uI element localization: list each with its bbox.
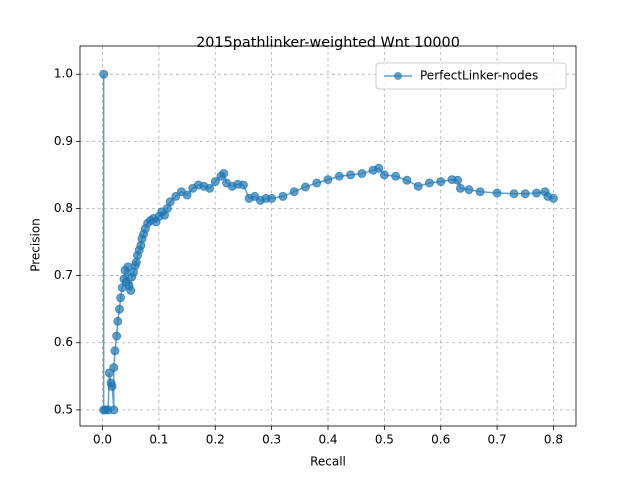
data-point	[453, 175, 463, 185]
data-point	[520, 189, 530, 199]
data-point	[99, 69, 109, 79]
x-tick-label: 0.6	[431, 433, 450, 447]
y-tick-label: 0.8	[54, 201, 73, 215]
data-point	[379, 170, 389, 180]
x-tick-label: 0.1	[149, 433, 168, 447]
data-point	[455, 183, 465, 193]
data-point	[464, 185, 474, 195]
data-point	[357, 169, 367, 179]
series-line	[102, 74, 554, 411]
data-point	[205, 183, 215, 193]
x-tick-label: 0.7	[488, 433, 507, 447]
data-point	[334, 171, 344, 181]
x-tick-label: 0.2	[206, 433, 225, 447]
data-point	[107, 381, 117, 391]
data-point	[424, 178, 434, 188]
legend-box	[375, 62, 567, 90]
y-tick-label: 0.6	[54, 335, 73, 349]
y-tick-label: 0.7	[54, 268, 73, 282]
data-point	[548, 193, 558, 203]
data-point	[323, 175, 333, 185]
x-tick-label: 0.3	[262, 433, 281, 447]
x-tick-label: 0.4	[318, 433, 337, 447]
data-point	[219, 169, 229, 179]
data-point	[391, 171, 401, 181]
data-point	[109, 405, 119, 415]
data-point	[300, 182, 310, 192]
data-point	[267, 193, 277, 203]
data-point	[289, 187, 299, 197]
data-point	[492, 188, 502, 198]
y-tick-label: 0.5	[54, 402, 73, 416]
chart-title: 2015pathlinker-weighted Wnt 10000	[196, 35, 460, 51]
data-point	[182, 190, 192, 200]
data-point	[109, 363, 119, 373]
data-point	[171, 191, 181, 201]
data-point	[374, 163, 384, 173]
data-point	[238, 180, 248, 190]
plot-frame	[79, 45, 577, 427]
data-point	[346, 170, 356, 180]
x-tick-label: 0.8	[544, 433, 563, 447]
data-point	[210, 177, 220, 187]
data-point	[413, 181, 423, 191]
x-tick-label: 0.5	[375, 433, 394, 447]
legend-marker	[394, 72, 402, 80]
x-tick-label: 0.0	[93, 433, 112, 447]
x-axis-label: Recall	[310, 455, 346, 469]
data-point	[402, 175, 412, 185]
data-point	[436, 177, 446, 187]
data-point	[126, 285, 136, 295]
y-axis-label: Precision	[29, 218, 43, 272]
y-tick-label: 0.9	[54, 134, 73, 148]
y-tick-label: 1.0	[54, 67, 73, 81]
data-point	[278, 191, 288, 201]
legend-label: PerfectLinker-nodes	[420, 69, 538, 83]
data-point	[509, 189, 519, 199]
data-point	[165, 197, 175, 207]
data-point	[113, 316, 123, 326]
data-point	[312, 178, 322, 188]
data-point	[532, 188, 542, 198]
legend: PerfectLinker-nodes	[375, 62, 567, 90]
data-point	[112, 331, 122, 341]
data-point	[110, 346, 120, 356]
data-point	[114, 304, 124, 314]
data-point	[116, 293, 126, 303]
data-point	[475, 187, 485, 197]
